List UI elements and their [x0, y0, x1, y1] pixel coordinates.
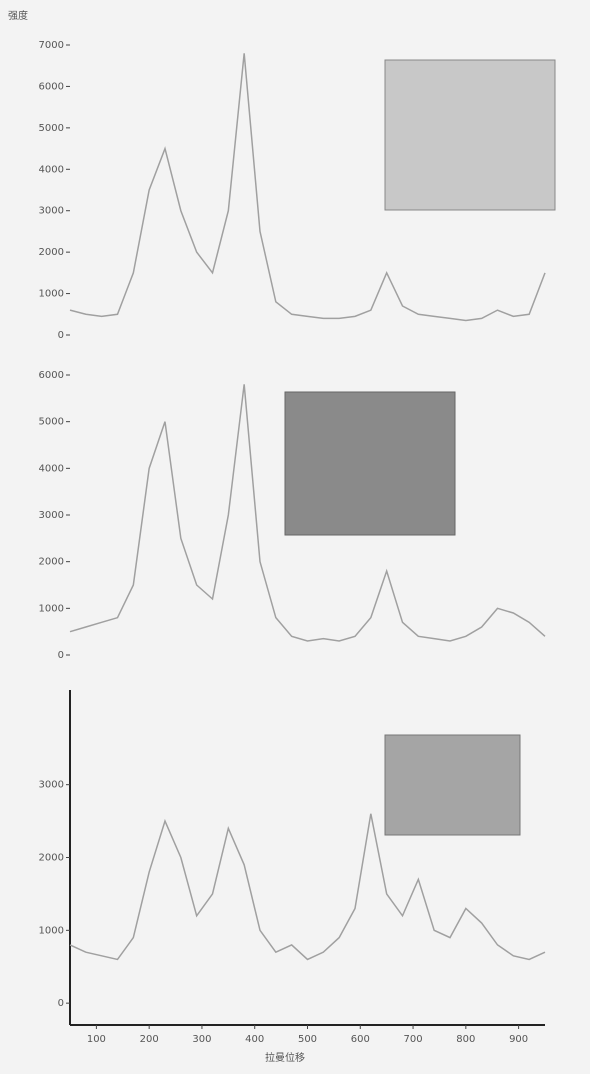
y-tick-label: 2000 [39, 557, 64, 568]
y-tick-label: 6000 [39, 81, 64, 92]
x-tick-label: 300 [192, 1034, 211, 1045]
x-tick-label: 500 [298, 1034, 317, 1045]
y-tick-label: 2000 [39, 853, 64, 864]
y-tick-label: 2000 [39, 247, 64, 258]
y-tick-label: 5000 [39, 417, 64, 428]
x-tick-label: 900 [509, 1034, 528, 1045]
y-tick-label: 3000 [39, 510, 64, 521]
inset-image [384, 734, 521, 836]
y-tick-label: 4000 [39, 164, 64, 175]
inset-image [284, 391, 456, 536]
x-tick-label: 400 [245, 1034, 264, 1045]
x-axis-title: 拉曼位移 [265, 1051, 305, 1064]
spectrum-line [69, 384, 546, 642]
y-tick-label: 3000 [39, 780, 64, 791]
x-tick-label: 700 [404, 1034, 423, 1045]
x-tick-label: 800 [456, 1034, 475, 1045]
y-tick-label: 7000 [39, 40, 64, 51]
x-tick-label: 200 [140, 1034, 159, 1045]
x-tick-label: 100 [87, 1034, 106, 1045]
y-tick-label: 1000 [39, 289, 64, 300]
spectrum-line [69, 53, 546, 322]
inset-image [384, 59, 556, 211]
y-axis-title: 强度 [8, 9, 28, 22]
y-tick-label: 0 [58, 650, 64, 661]
spectrum-line [69, 813, 546, 961]
y-tick-label: 4000 [39, 463, 64, 474]
y-tick-label: 1000 [39, 925, 64, 936]
x-tick-label: 600 [351, 1034, 370, 1045]
y-tick-label: 6000 [39, 370, 64, 381]
y-tick-label: 5000 [39, 123, 64, 134]
y-tick-label: 0 [58, 330, 64, 341]
y-tick-label: 0 [58, 998, 64, 1009]
y-tick-label: 1000 [39, 603, 64, 614]
y-tick-label: 3000 [39, 206, 64, 217]
